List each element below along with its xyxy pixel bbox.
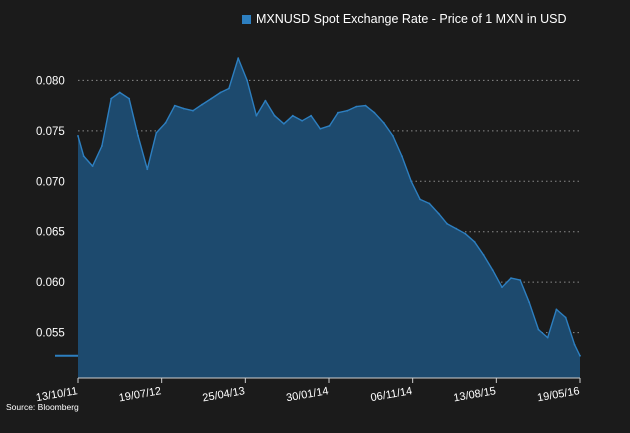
data-point xyxy=(146,168,149,171)
data-point xyxy=(164,121,167,124)
y-tick-label: 0.070 xyxy=(36,176,65,188)
data-point xyxy=(455,227,458,230)
x-tick-label: 25/04/13 xyxy=(202,385,246,404)
data-point xyxy=(228,87,230,90)
data-point xyxy=(491,269,494,271)
data-point xyxy=(410,180,413,183)
x-tick-label: 13/08/15 xyxy=(453,385,497,404)
data-point xyxy=(246,79,249,82)
data-point xyxy=(537,328,540,331)
data-point xyxy=(310,114,312,117)
x-tick-label: 19/05/16 xyxy=(536,385,580,404)
data-point xyxy=(555,308,558,311)
data-point xyxy=(579,354,581,357)
data-point xyxy=(546,336,549,339)
x-tick-label: 19/07/12 xyxy=(118,385,162,404)
data-point xyxy=(137,135,140,137)
data-point xyxy=(419,198,421,201)
y-tick-label: 0.080 xyxy=(36,75,65,87)
legend-label: MXNUSD Spot Exchange Rate - Price of 1 M… xyxy=(256,12,567,26)
data-point xyxy=(564,316,567,319)
series-area xyxy=(78,58,580,378)
legend-swatch xyxy=(242,14,251,24)
data-point xyxy=(291,114,294,117)
data-point xyxy=(510,277,512,279)
data-point xyxy=(319,127,322,130)
data-point xyxy=(364,104,367,107)
data-point xyxy=(346,109,349,112)
legend: MXNUSD Spot Exchange Rate - Price of 1 M… xyxy=(242,12,567,26)
data-point xyxy=(219,91,222,94)
data-point xyxy=(519,279,522,281)
data-point xyxy=(110,97,113,100)
data-point xyxy=(77,135,79,137)
data-point xyxy=(392,135,394,137)
data-point xyxy=(82,155,85,158)
data-point xyxy=(91,165,94,168)
data-point xyxy=(237,57,240,60)
x-tick-label: 06/11/14 xyxy=(370,385,413,404)
data-point xyxy=(182,107,185,110)
data-point xyxy=(501,286,503,289)
data-point xyxy=(283,122,285,125)
data-point xyxy=(373,111,376,114)
data-point xyxy=(210,97,213,100)
data-point xyxy=(301,119,303,122)
data-point xyxy=(192,109,194,112)
data-point xyxy=(428,202,431,205)
data-point xyxy=(482,254,485,256)
data-point xyxy=(355,105,358,108)
data-point xyxy=(255,114,258,117)
data-point xyxy=(173,104,176,107)
y-tick-label: 0.060 xyxy=(36,277,65,289)
x-tick-label: 30/01/14 xyxy=(285,385,329,404)
data-point xyxy=(473,240,476,243)
data-point xyxy=(101,145,103,147)
data-point xyxy=(264,99,267,102)
y-tick-label: 0.055 xyxy=(36,328,65,340)
data-point xyxy=(464,232,467,235)
data-point xyxy=(128,97,131,100)
y-tick-label: 0.065 xyxy=(36,227,65,239)
data-point xyxy=(337,111,339,114)
data-point xyxy=(118,91,121,94)
data-point xyxy=(573,343,576,346)
data-point xyxy=(273,114,276,117)
source-note: Source: Bloomberg xyxy=(6,402,79,412)
data-point xyxy=(382,121,385,124)
data-point xyxy=(328,124,331,127)
data-point xyxy=(201,103,203,106)
y-tick-label: 0.075 xyxy=(36,126,65,138)
data-point xyxy=(401,155,403,158)
data-point xyxy=(437,212,440,215)
data-point xyxy=(155,132,158,134)
data-point xyxy=(528,301,531,304)
data-point xyxy=(446,222,448,225)
